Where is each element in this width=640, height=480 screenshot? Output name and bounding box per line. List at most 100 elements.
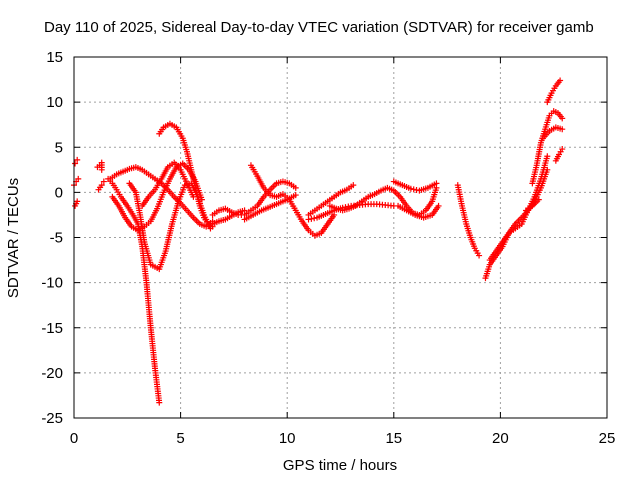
series-arc-f bbox=[105, 175, 163, 406]
data-point-interp bbox=[311, 215, 318, 222]
series-arc-e bbox=[95, 178, 107, 193]
data-point-interp bbox=[129, 210, 136, 217]
data-point-interp bbox=[331, 204, 338, 211]
data-point-interp bbox=[537, 178, 544, 185]
series-arc-t bbox=[390, 178, 440, 194]
data-point-interp bbox=[363, 195, 370, 202]
data-point-interp bbox=[527, 204, 534, 211]
plot-frame bbox=[73, 56, 608, 419]
series-arc-s bbox=[326, 184, 440, 218]
data-point-interp bbox=[557, 113, 564, 120]
data-point-interp bbox=[550, 125, 557, 132]
data-point-interp bbox=[239, 208, 246, 215]
data-point-interp bbox=[168, 223, 175, 230]
data-point-interp bbox=[187, 164, 194, 171]
data-point-interp bbox=[117, 169, 124, 176]
data-point-interp bbox=[147, 259, 154, 266]
data-point-interp bbox=[265, 188, 272, 195]
data-point-interp bbox=[259, 182, 266, 189]
data-point-interp bbox=[510, 226, 517, 233]
data-point-interp bbox=[458, 200, 465, 207]
chart-title: Day 110 of 2025, Sidereal Day-to-day VTE… bbox=[44, 19, 594, 36]
data-point-interp bbox=[196, 200, 203, 207]
data-point-interp bbox=[155, 397, 162, 404]
data-point-interp bbox=[548, 110, 555, 117]
data-point-interp bbox=[127, 221, 134, 228]
data-point-interp bbox=[431, 181, 438, 188]
data-point-interp bbox=[356, 199, 363, 206]
data-point-interp bbox=[544, 129, 551, 136]
data-point-interp bbox=[427, 212, 434, 219]
data-point-interp bbox=[316, 204, 323, 211]
data-point-interp bbox=[182, 205, 189, 212]
data-point-interp bbox=[178, 133, 185, 140]
data-point-interp bbox=[401, 206, 408, 213]
data-point-interp bbox=[557, 148, 564, 155]
data-point bbox=[305, 216, 312, 223]
data-point-interp bbox=[201, 222, 208, 229]
data-point bbox=[72, 160, 79, 167]
data-point-interp bbox=[226, 208, 233, 215]
data-points bbox=[71, 77, 566, 406]
data-point-interp bbox=[516, 222, 523, 229]
data-point-interp bbox=[530, 196, 537, 203]
series-arc-a bbox=[72, 156, 81, 167]
data-point-interp bbox=[362, 201, 369, 208]
series-arc-v bbox=[454, 182, 483, 259]
data-point-interp bbox=[402, 201, 409, 208]
data-point-interp bbox=[114, 201, 121, 208]
data-point-interp bbox=[259, 195, 266, 202]
series-arc-p bbox=[241, 192, 299, 223]
data-point-interp bbox=[195, 219, 202, 226]
x-tick-label: 15 bbox=[385, 430, 402, 447]
data-point-interp bbox=[308, 215, 315, 222]
data-point-interp bbox=[220, 217, 227, 224]
y-tick-label: 5 bbox=[55, 139, 63, 156]
data-point-interp bbox=[256, 208, 263, 215]
series-arc-r bbox=[305, 201, 397, 223]
y-tick-label: -25 bbox=[41, 410, 63, 427]
data-point-interp bbox=[245, 208, 252, 215]
data-point-interp bbox=[432, 187, 439, 194]
data-point-interp bbox=[388, 186, 395, 193]
data-point-interp bbox=[176, 165, 183, 172]
data-point-interp bbox=[309, 208, 316, 215]
data-point-interp bbox=[405, 184, 412, 191]
data-point-interp bbox=[395, 192, 402, 199]
data-point-interp bbox=[422, 185, 429, 192]
data-point-interp bbox=[309, 230, 316, 237]
data-point-interp bbox=[161, 250, 168, 257]
data-point-interp bbox=[220, 206, 227, 213]
data-point-interp bbox=[543, 155, 550, 162]
data-point-interp bbox=[149, 174, 156, 181]
y-tick-label: -5 bbox=[50, 230, 63, 247]
data-point-interp bbox=[180, 184, 187, 191]
data-point-interp bbox=[157, 178, 164, 185]
x-tick-label: 0 bbox=[70, 430, 78, 447]
data-point-interp bbox=[189, 191, 196, 198]
series-arc-c bbox=[71, 175, 82, 189]
x-tick-label: 25 bbox=[599, 430, 616, 447]
data-point-interp bbox=[111, 172, 118, 179]
data-point-interp bbox=[233, 211, 240, 218]
data-point-interp bbox=[397, 181, 404, 188]
data-point-interp bbox=[171, 123, 178, 130]
x-axis-label: GPS time / hours bbox=[283, 457, 397, 474]
data-point-interp bbox=[387, 202, 394, 209]
data-point-interp bbox=[144, 195, 151, 202]
data-point-interp bbox=[291, 205, 298, 212]
series-arc-u bbox=[395, 202, 442, 221]
data-point-interp bbox=[534, 198, 541, 205]
series-arc-n bbox=[247, 162, 338, 239]
data-point-interp bbox=[188, 212, 195, 219]
series-arc-d bbox=[94, 159, 105, 173]
data-point-interp bbox=[491, 249, 498, 256]
data-point-interp bbox=[282, 197, 289, 204]
data-point-interp bbox=[169, 192, 176, 199]
data-point-interp bbox=[474, 250, 481, 257]
x-tick-label: 10 bbox=[279, 430, 296, 447]
data-point-interp bbox=[154, 264, 161, 271]
data-point-interp bbox=[159, 126, 166, 133]
data-point-interp bbox=[145, 220, 152, 227]
data-point-interp bbox=[271, 181, 278, 188]
